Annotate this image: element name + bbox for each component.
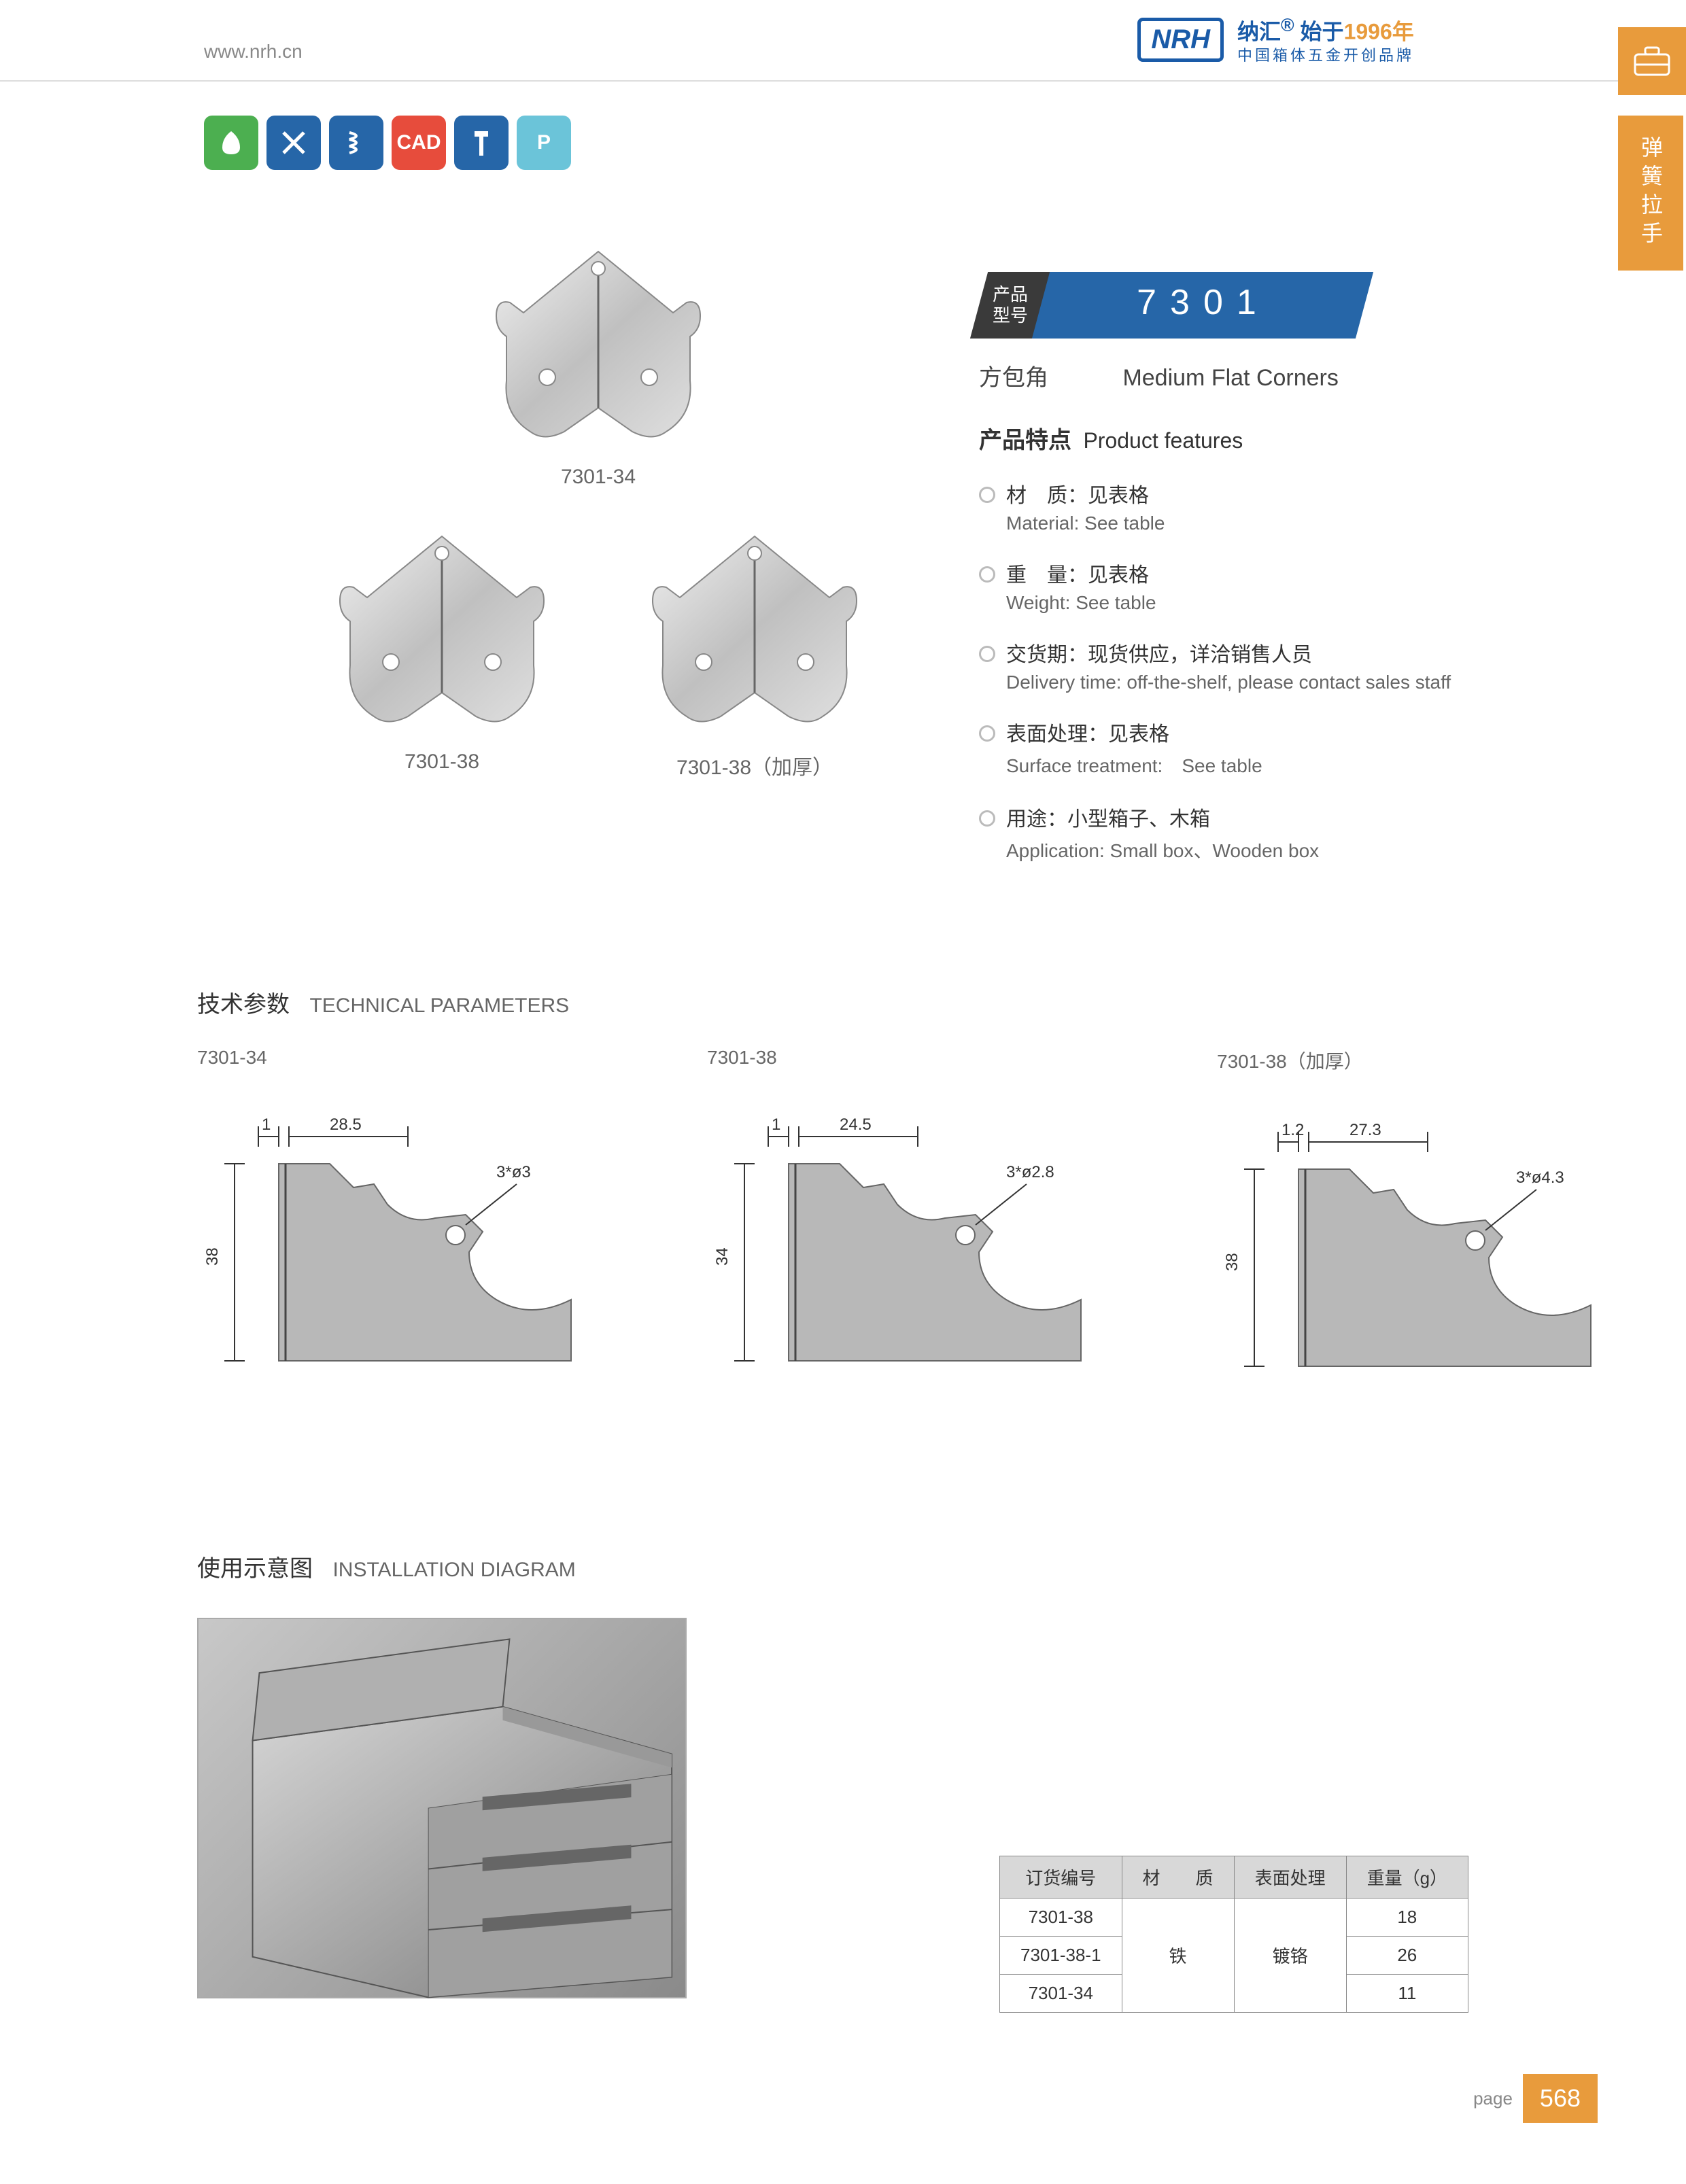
table-header: 表面处理 [1234, 1856, 1346, 1899]
svg-text:38: 38 [203, 1247, 222, 1266]
brand-tagline: 中国箱体五金开创品牌 [1237, 46, 1414, 66]
table-header: 材 质 [1122, 1856, 1234, 1899]
page-footer: page 568 [1473, 2074, 1598, 2123]
page-label: page [1473, 2088, 1513, 2109]
feature-icons: CAD P [204, 116, 571, 170]
tools-icon [266, 116, 321, 170]
table-row: 7301-38铁镀铬18 [1000, 1899, 1468, 1937]
svg-text:28.5: 28.5 [330, 1115, 362, 1134]
tech-diagram: 7301-38 1 24.5 34 3*ø2.8 [707, 1047, 1115, 1390]
install-image [197, 1618, 687, 1998]
briefcase-icon [1618, 27, 1686, 95]
svg-text:3*ø4.3: 3*ø4.3 [1516, 1168, 1564, 1187]
brand-cn: 纳汇 [1237, 20, 1281, 44]
product-caption: 7301-38 [320, 750, 564, 774]
svg-text:3*ø3: 3*ø3 [496, 1163, 531, 1181]
page-header: www.nrh.cn NRH 纳汇® 始于1996年 中国箱体五金开创品牌 [0, 0, 1686, 82]
tech-diagram: 7301-34 1 28.5 38 3*ø3 [197, 1047, 605, 1390]
tech-title: 技术参数 TECHNICAL PARAMETERS [197, 986, 569, 1019]
tech-diagrams: 7301-34 1 28.5 38 3*ø3 7301-38 1 24.5 3 [197, 1047, 1625, 1390]
brand-year: 1996年 [1344, 20, 1414, 44]
svg-text:38: 38 [1223, 1253, 1241, 1271]
product-name: 方包角 Medium Flat Corners [979, 359, 1364, 392]
product-image-2: 7301-38 [320, 516, 564, 780]
spring-icon [329, 116, 383, 170]
features-title-cn: 产品特点 [979, 428, 1071, 453]
svg-text:1: 1 [772, 1115, 780, 1134]
page-number: 568 [1523, 2074, 1598, 2123]
table-header: 订货编号 [1000, 1856, 1122, 1899]
features-title-en: Product features [1083, 428, 1243, 453]
product-caption: 7301-34 [476, 466, 721, 489]
website-url: www.nrh.cn [204, 41, 303, 63]
feature-item: 重 量：见表格Weight: See table [979, 558, 1451, 614]
svg-text:1: 1 [262, 1115, 271, 1134]
product-images: 7301-34 7301-38 [258, 231, 938, 780]
product-features: 产品特点 Product features 材 质：见表格Material: S… [979, 421, 1451, 887]
spec-table: 订货编号材 质表面处理重量（g） 7301-38铁镀铬187301-38-126… [999, 1856, 1468, 2013]
tech-diagram: 7301-38（加厚） 1.2 27.3 38 3*ø4.3 [1217, 1047, 1625, 1390]
install-title: 使用示意图 INSTALLATION DIAGRAM [197, 1550, 576, 1583]
logo-text: 纳汇® 始于1996年 中国箱体五金开创品牌 [1237, 14, 1414, 66]
feature-item: 表面处理：见表格Surface treatment: See table [979, 717, 1451, 778]
table-header: 重量（g） [1346, 1856, 1468, 1899]
brand-since: 始于 [1301, 20, 1344, 44]
eco-icon [204, 116, 258, 170]
cad-icon: CAD [392, 116, 446, 170]
logo-area: NRH 纳汇® 始于1996年 中国箱体五金开创品牌 [1137, 14, 1414, 66]
product-image-3: 7301-38（加厚） [632, 516, 877, 780]
svg-text:3*ø2.8: 3*ø2.8 [1006, 1163, 1054, 1181]
screw-icon [454, 116, 509, 170]
feature-item: 用途：小型箱子、木箱Application: Small box、Wooden … [979, 802, 1451, 863]
nrh-logo: NRH [1137, 18, 1224, 62]
svg-text:34: 34 [713, 1247, 732, 1266]
svg-text:24.5: 24.5 [840, 1115, 872, 1134]
product-caption: 7301-38（加厚） [632, 750, 877, 780]
feature-item: 材 质：见表格Material: See table [979, 479, 1451, 534]
svg-text:1.2: 1.2 [1281, 1121, 1304, 1139]
code-number: 7301 [1032, 272, 1373, 339]
svg-text:27.3: 27.3 [1349, 1121, 1381, 1139]
p-icon: P [517, 116, 571, 170]
side-tab-text: 弹簧拉手 [1618, 116, 1683, 271]
product-code: 产品型号 7301 方包角 Medium Flat Corners [979, 272, 1364, 392]
side-tab: 弹簧拉手 [1618, 27, 1686, 271]
product-image-1: 7301-34 [476, 231, 721, 489]
feature-item: 交货期：现货供应，详洽销售人员Delivery time: off-the-sh… [979, 638, 1451, 693]
